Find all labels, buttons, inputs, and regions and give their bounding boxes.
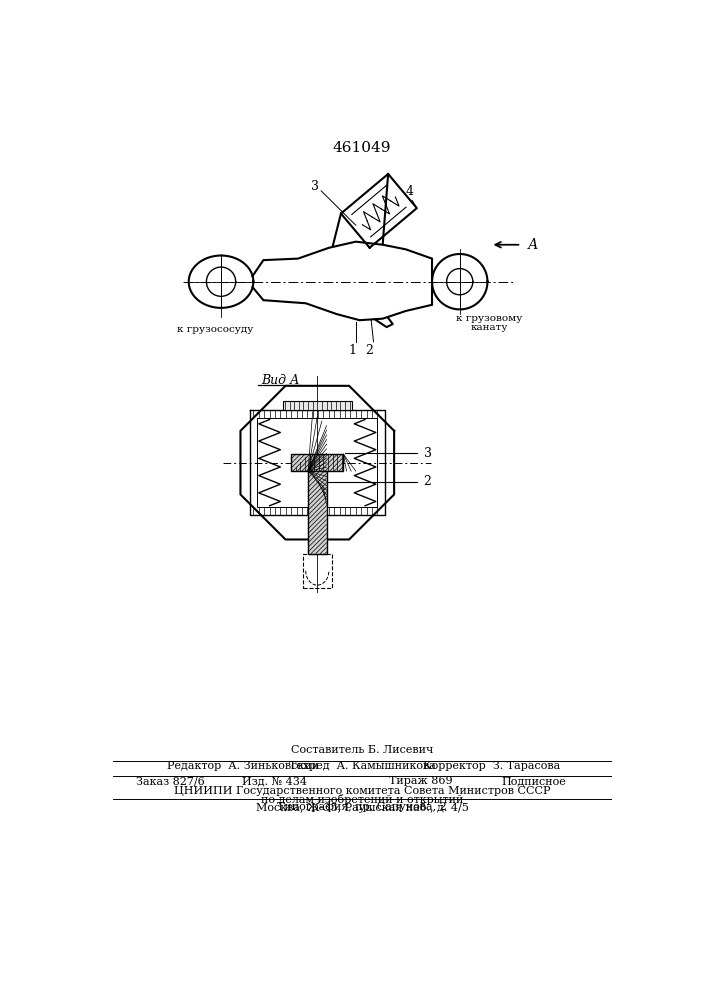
Text: 1: 1 bbox=[348, 344, 356, 358]
Text: Техред  А. Камышникова: Техред А. Камышникова bbox=[288, 761, 436, 771]
Text: 2: 2 bbox=[365, 344, 373, 358]
Text: Подписное: Подписное bbox=[501, 776, 566, 786]
Text: к грузовому: к грузовому bbox=[456, 314, 522, 323]
Bar bbox=[291, 454, 344, 471]
Text: Изд. № 434: Изд. № 434 bbox=[243, 776, 308, 786]
Text: 461049: 461049 bbox=[333, 141, 391, 155]
Bar bbox=[303, 554, 332, 588]
Text: 3: 3 bbox=[423, 447, 431, 460]
Text: Корректор  З. Тарасова: Корректор З. Тарасова bbox=[423, 761, 560, 771]
Text: Вид А: Вид А bbox=[261, 374, 300, 387]
Text: Заказ 827/6: Заказ 827/6 bbox=[136, 776, 205, 786]
Text: Составитель Б. Лисевич: Составитель Б. Лисевич bbox=[291, 745, 433, 755]
Text: Тираж 869: Тираж 869 bbox=[390, 776, 453, 786]
Text: по делам изобретений и открытий: по делам изобретений и открытий bbox=[261, 794, 463, 805]
Bar bbox=[283, 401, 352, 410]
Text: 2: 2 bbox=[423, 475, 431, 488]
Text: 3: 3 bbox=[311, 180, 319, 193]
Text: к грузососуду: к грузососуду bbox=[177, 325, 253, 334]
Text: Типография, пр. Сапунова, 2: Типография, пр. Сапунова, 2 bbox=[277, 801, 447, 812]
Text: канату: канату bbox=[470, 323, 508, 332]
Text: Москва, Ж-35, Раушская наб., д. 4/5: Москва, Ж-35, Раушская наб., д. 4/5 bbox=[255, 802, 469, 813]
Text: А: А bbox=[527, 238, 538, 252]
Text: ЦНИИПИ Государственного комитета Совета Министров СССР: ЦНИИПИ Государственного комитета Совета … bbox=[174, 786, 550, 796]
Text: Редактор  А. Зиньковский: Редактор А. Зиньковский bbox=[167, 761, 319, 771]
Bar bbox=[308, 471, 327, 554]
Text: 4: 4 bbox=[405, 185, 413, 198]
